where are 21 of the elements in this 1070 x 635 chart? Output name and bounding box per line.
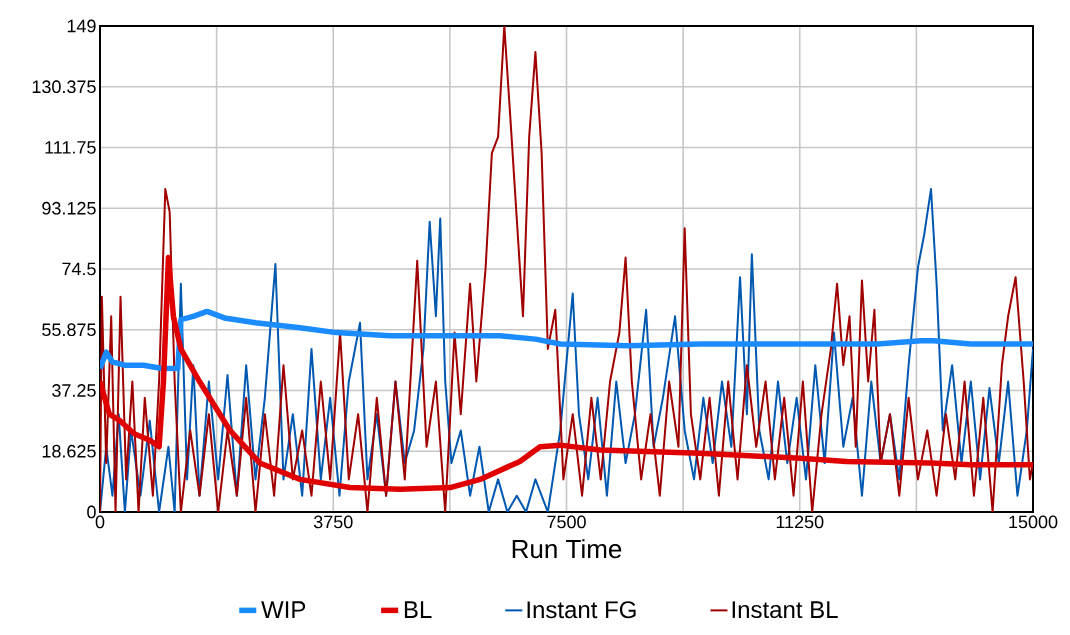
y-tick-label: 18.625 [42,444,96,458]
x-axis-title: Run Time [512,539,622,559]
x-tick-label: 3750 [313,515,353,529]
y-tick-label: 37.25 [52,384,96,397]
legend-label: Instant FG [527,601,636,619]
legend-label: Instant BL [732,601,838,619]
legend-label: WIP [261,601,306,618]
y-tick-label: 55.875 [42,323,96,337]
x-tick-label: 0 [95,515,105,529]
x-tick-label: 15000 [1009,515,1058,529]
y-tick-label: 0 [87,505,96,519]
y-tick-label: 149 [67,19,96,33]
y-tick-label: 130.375 [32,80,96,94]
x-tick-label: 7500 [547,515,586,529]
legend-label: BL [404,601,432,618]
y-tick-label: 93.125 [42,201,96,215]
x-tick-label: 11250 [776,515,824,529]
y-tick-label: 111.75 [45,141,96,154]
line-series [100,188,1034,512]
y-tick-label: 74.5 [62,262,96,276]
line-series [100,26,1034,512]
